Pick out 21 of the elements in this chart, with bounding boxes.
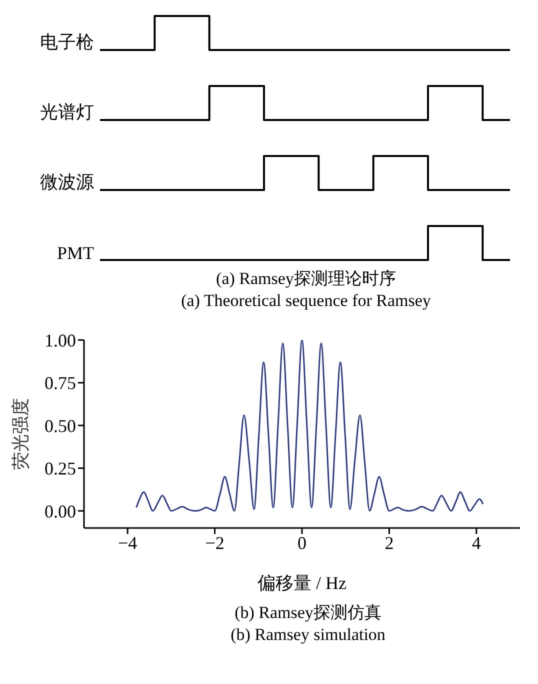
text: (b) Ramsey探测仿真 <box>234 602 382 624</box>
y-tick-label: 1.00 <box>44 330 76 350</box>
text: (a) Ramsey探测理论时序 <box>215 268 397 290</box>
series-label: 微波源 <box>39 171 94 194</box>
series-label: PMT <box>56 243 94 264</box>
series-label: 电子枪 <box>39 31 94 54</box>
x-tick-label: 0 <box>298 532 306 553</box>
text: (a) Theoretical sequence for Ramsey <box>180 290 432 312</box>
series-label: 光谱灯 <box>39 101 94 124</box>
x-tick-label: 2 <box>384 532 394 553</box>
y-axis-title: 荧光强度 <box>10 398 30 470</box>
x-tick-label: −2 <box>205 532 224 553</box>
line-series <box>136 340 484 512</box>
y-tick-label: 0.00 <box>44 501 76 522</box>
x-tick-label: 4 <box>472 532 481 553</box>
y-tick-label: 0.50 <box>44 416 76 436</box>
x-tick-label: −4 <box>118 532 138 553</box>
y-tick-label: 0.25 <box>44 458 76 479</box>
x-axis-title: 偏移量 / Hz <box>258 572 346 593</box>
text: (b) Ramsey simulation <box>230 624 386 646</box>
y-tick-label: 0.75 <box>44 373 76 394</box>
